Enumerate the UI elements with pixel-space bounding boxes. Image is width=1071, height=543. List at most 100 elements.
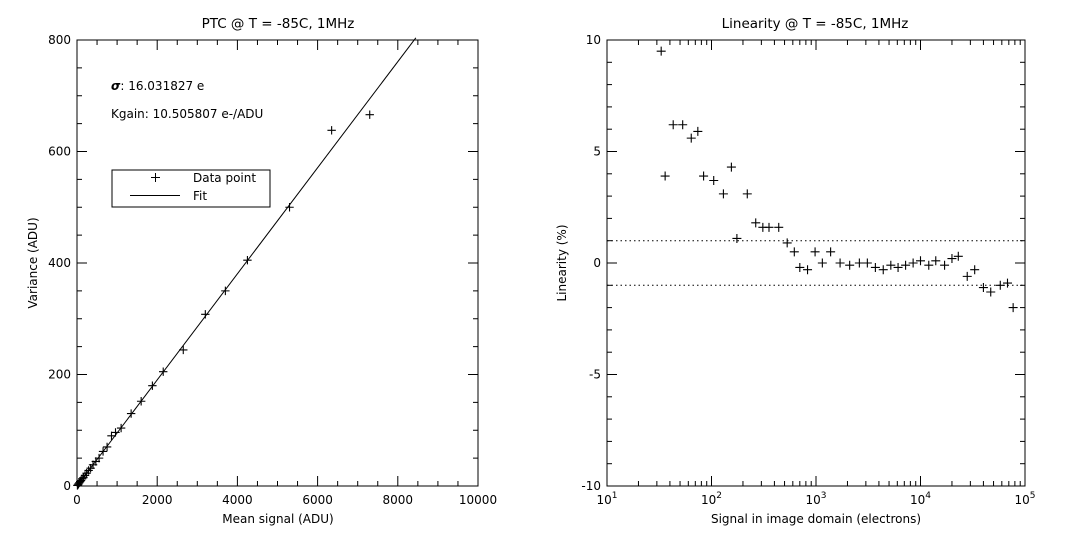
ptc-y-tick-label: 800 xyxy=(48,33,71,47)
linearity-y-tick-label: -10 xyxy=(581,479,601,493)
linearity-data-point xyxy=(862,258,872,268)
linearity-chart: Linearity @ T = -85C, 1MHz 101 102 103 104 1… xyxy=(555,16,1036,526)
linearity-data-point xyxy=(845,260,855,270)
linearity-data-point xyxy=(751,218,761,228)
sigma-value: : 16.031827 e xyxy=(120,79,204,93)
linearity-data-point xyxy=(810,247,820,257)
ptc-y-axis-label: Variance (ADU) xyxy=(26,217,40,308)
ptc-tick-labels: 0 2000 4000 6000 8000 10000 0 200 400 600 800 xyxy=(48,33,497,507)
linearity-y-tick-label: 5 xyxy=(593,145,601,159)
linearity-data-point xyxy=(656,46,666,56)
linearity-data-point xyxy=(995,280,1005,290)
legend-label-fit: Fit xyxy=(193,189,207,203)
linearity-x-tick-label: 103 xyxy=(805,491,826,507)
linearity-y-tick-label: -5 xyxy=(589,368,601,382)
ptc-data-point xyxy=(126,409,136,418)
linearity-data-point xyxy=(803,265,813,275)
linearity-data-point xyxy=(901,260,911,270)
linearity-data-point xyxy=(870,262,880,272)
ptc-data-point xyxy=(285,203,294,212)
linearity-plot-frame xyxy=(606,39,1026,487)
ptc-data-point xyxy=(116,423,126,433)
linearity-data-point xyxy=(893,262,903,272)
ptc-data-point xyxy=(94,453,104,463)
linearity-data-point xyxy=(886,260,896,270)
ptc-data-point xyxy=(243,256,252,265)
ptc-chart: PTC @ T = -85C, 1MHz 0 2000 4000 6000 8000 10… xyxy=(26,16,497,526)
linearity-data-point xyxy=(878,265,888,275)
linearity-data-point xyxy=(709,175,719,185)
linearity-reference-lines xyxy=(607,240,1025,286)
legend-label-data-point: Data point xyxy=(193,171,256,185)
linearity-data-point xyxy=(1008,303,1018,313)
legend-plus-marker xyxy=(151,173,160,182)
ptc-x-tick-label: 10000 xyxy=(459,493,497,507)
linearity-data-point xyxy=(764,222,774,232)
linearity-x-axis-label: Signal in image domain (electrons) xyxy=(711,512,921,526)
linearity-data-point xyxy=(686,133,696,143)
sigma-symbol: σ xyxy=(111,79,121,93)
legend-box xyxy=(111,169,271,208)
linearity-y-tick-label: 0 xyxy=(593,256,601,270)
ptc-legend: Data point Fit xyxy=(111,169,271,208)
ptc-data-point xyxy=(365,110,374,119)
linearity-data-point xyxy=(726,162,736,172)
ptc-data-point xyxy=(201,310,210,319)
linearity-data-point xyxy=(742,189,752,199)
ptc-data-point xyxy=(221,286,230,296)
linearity-x-tick-label: 102 xyxy=(701,491,722,507)
linearity-data-point xyxy=(817,258,827,268)
linearity-chart-title: Linearity @ T = -85C, 1MHz xyxy=(722,16,909,32)
ptc-fit-line-group xyxy=(76,37,417,487)
linearity-data-point xyxy=(732,233,742,243)
linearity-x-tick-label: 104 xyxy=(910,491,931,507)
linearity-data-point xyxy=(826,247,836,257)
linearity-data-point xyxy=(718,189,728,199)
linearity-x-tick-label: 101 xyxy=(596,491,617,507)
ptc-y-tick-label: 600 xyxy=(48,145,71,159)
linearity-data-point xyxy=(931,256,941,266)
ptc-y-tick-label: 200 xyxy=(48,368,71,382)
ptc-x-tick-label: 2000 xyxy=(142,493,173,507)
linearity-data-point xyxy=(660,171,670,181)
ptc-x-tick-label: 8000 xyxy=(383,493,414,507)
linearity-data-point xyxy=(782,238,792,248)
linearity-data-point xyxy=(962,271,972,281)
ptc-x-tick-label: 0 xyxy=(73,493,81,507)
linearity-data-point xyxy=(678,120,688,130)
linearity-data-point xyxy=(789,247,799,257)
ptc-data-point xyxy=(84,466,93,475)
linearity-data-point xyxy=(854,258,864,268)
ptc-x-axis-label: Mean signal (ADU) xyxy=(222,512,333,526)
ptc-data-point xyxy=(159,367,168,376)
linearity-data-point xyxy=(908,258,918,268)
linearity-data-point xyxy=(947,254,957,264)
linearity-data-point xyxy=(940,260,950,270)
ptc-data-points xyxy=(73,110,374,490)
ptc-y-tick-label: 0 xyxy=(63,479,71,493)
ptc-data-point xyxy=(102,442,112,452)
ptc-data-point xyxy=(179,345,188,355)
linearity-data-point xyxy=(978,283,988,293)
ptc-data-point xyxy=(79,473,88,482)
ptc-plot-frame xyxy=(76,39,479,487)
linearity-data-point xyxy=(986,287,996,297)
ptc-data-point xyxy=(111,428,120,437)
linearity-data-points xyxy=(656,46,1018,313)
linearity-data-point xyxy=(693,126,703,136)
linearity-data-point xyxy=(699,171,709,181)
linearity-data-point xyxy=(668,120,678,130)
ptc-chart-title: PTC @ T = -85C, 1MHz xyxy=(202,16,355,32)
linearity-data-point xyxy=(1003,278,1012,288)
linearity-axis-ticks xyxy=(606,39,1026,487)
sigma-annotation: σ: 16.031827 e xyxy=(111,79,204,93)
linearity-data-point xyxy=(924,260,934,270)
ptc-fit-line xyxy=(76,37,417,487)
ptc-data-point xyxy=(148,381,157,390)
linearity-data-point xyxy=(953,251,963,261)
linearity-data-point xyxy=(970,265,980,275)
linearity-data-point xyxy=(795,262,805,272)
ptc-x-tick-label: 4000 xyxy=(222,493,253,507)
